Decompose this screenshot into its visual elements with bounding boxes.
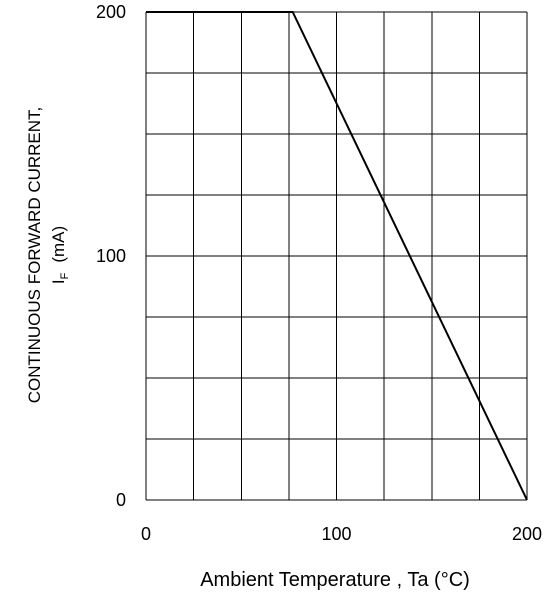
y-axis-label-symbol: I <box>49 279 68 284</box>
y-tick-label: 0 <box>116 490 126 510</box>
y-axis-label-unit: (mA) <box>49 226 68 263</box>
grid-lines <box>145 11 528 501</box>
series-layer <box>146 11 528 501</box>
y-tick-label: 200 <box>96 2 126 22</box>
y-tick-label: 100 <box>96 246 126 266</box>
x-tick-label: 200 <box>512 524 542 544</box>
tick-labels: 0 100 200 0 100 200 <box>96 2 542 544</box>
series-line <box>146 11 528 501</box>
y-axis-label: CONTINUOUS FORWARD CURRENT, IF (mA) <box>25 107 71 404</box>
y-axis-label-line2: IF (mA) <box>49 226 71 284</box>
x-tick-label: 0 <box>141 524 151 544</box>
x-axis-label: Ambient Temperature , Ta (°C) <box>200 569 470 591</box>
y-axis-label-line1: CONTINUOUS FORWARD CURRENT, <box>25 107 44 404</box>
y-axis-label-subscript: F <box>59 272 71 279</box>
x-tick-label: 100 <box>321 524 351 544</box>
